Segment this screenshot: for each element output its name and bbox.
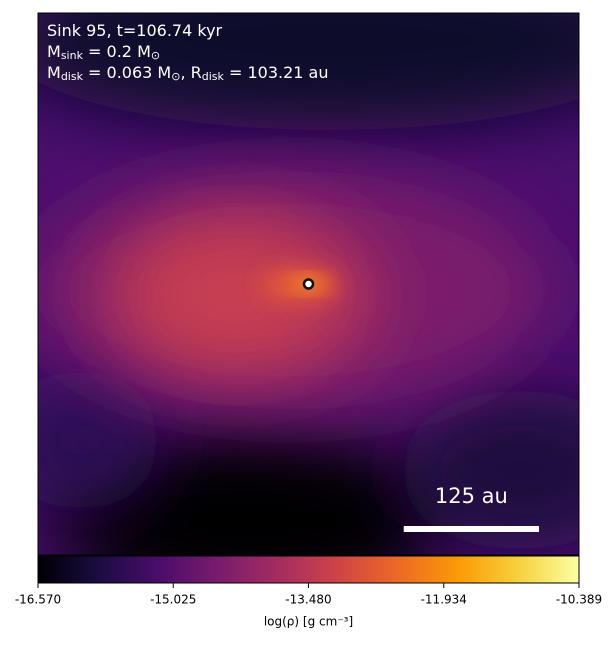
tick-label: -10.389 — [556, 593, 602, 607]
tick-label: -11.934 — [421, 593, 467, 607]
annotation-part: M — [47, 63, 61, 82]
tick-label: -16.570 — [15, 593, 61, 607]
subscript: disk — [61, 70, 84, 83]
subscript: disk — [202, 70, 225, 83]
annotation: Msink = 0.2 M⊙ — [47, 42, 160, 63]
annotation-part: M — [47, 42, 61, 61]
frame — [37, 12, 580, 556]
density-map — [38, 13, 579, 555]
subscript: sink — [61, 49, 84, 62]
annotation: Mdisk = 0.063 M⊙, Rdisk = 103.21 au — [47, 63, 328, 84]
annotation-part: Sink 95, t=106.74 kyr — [47, 21, 223, 40]
scale-bar-label: 125 au — [435, 484, 508, 508]
sink — [302, 278, 315, 290]
colorbar — [37, 555, 580, 584]
annotation-part: , R — [180, 63, 201, 82]
tick-label: -15.025 — [150, 593, 196, 607]
annotation-part: = 0.063 M — [83, 63, 171, 82]
tick-label: -13.480 — [285, 593, 331, 607]
annotation: Sink 95, t=106.74 kyr — [47, 21, 223, 40]
subscript: ⊙ — [171, 70, 180, 83]
colorbar-label: log(ρ) [g cm⁻³] — [264, 615, 353, 629]
annotation-part: = 0.2 M — [83, 42, 151, 61]
annotation-part: = 103.21 au — [224, 63, 329, 82]
subscript: ⊙ — [151, 49, 160, 62]
